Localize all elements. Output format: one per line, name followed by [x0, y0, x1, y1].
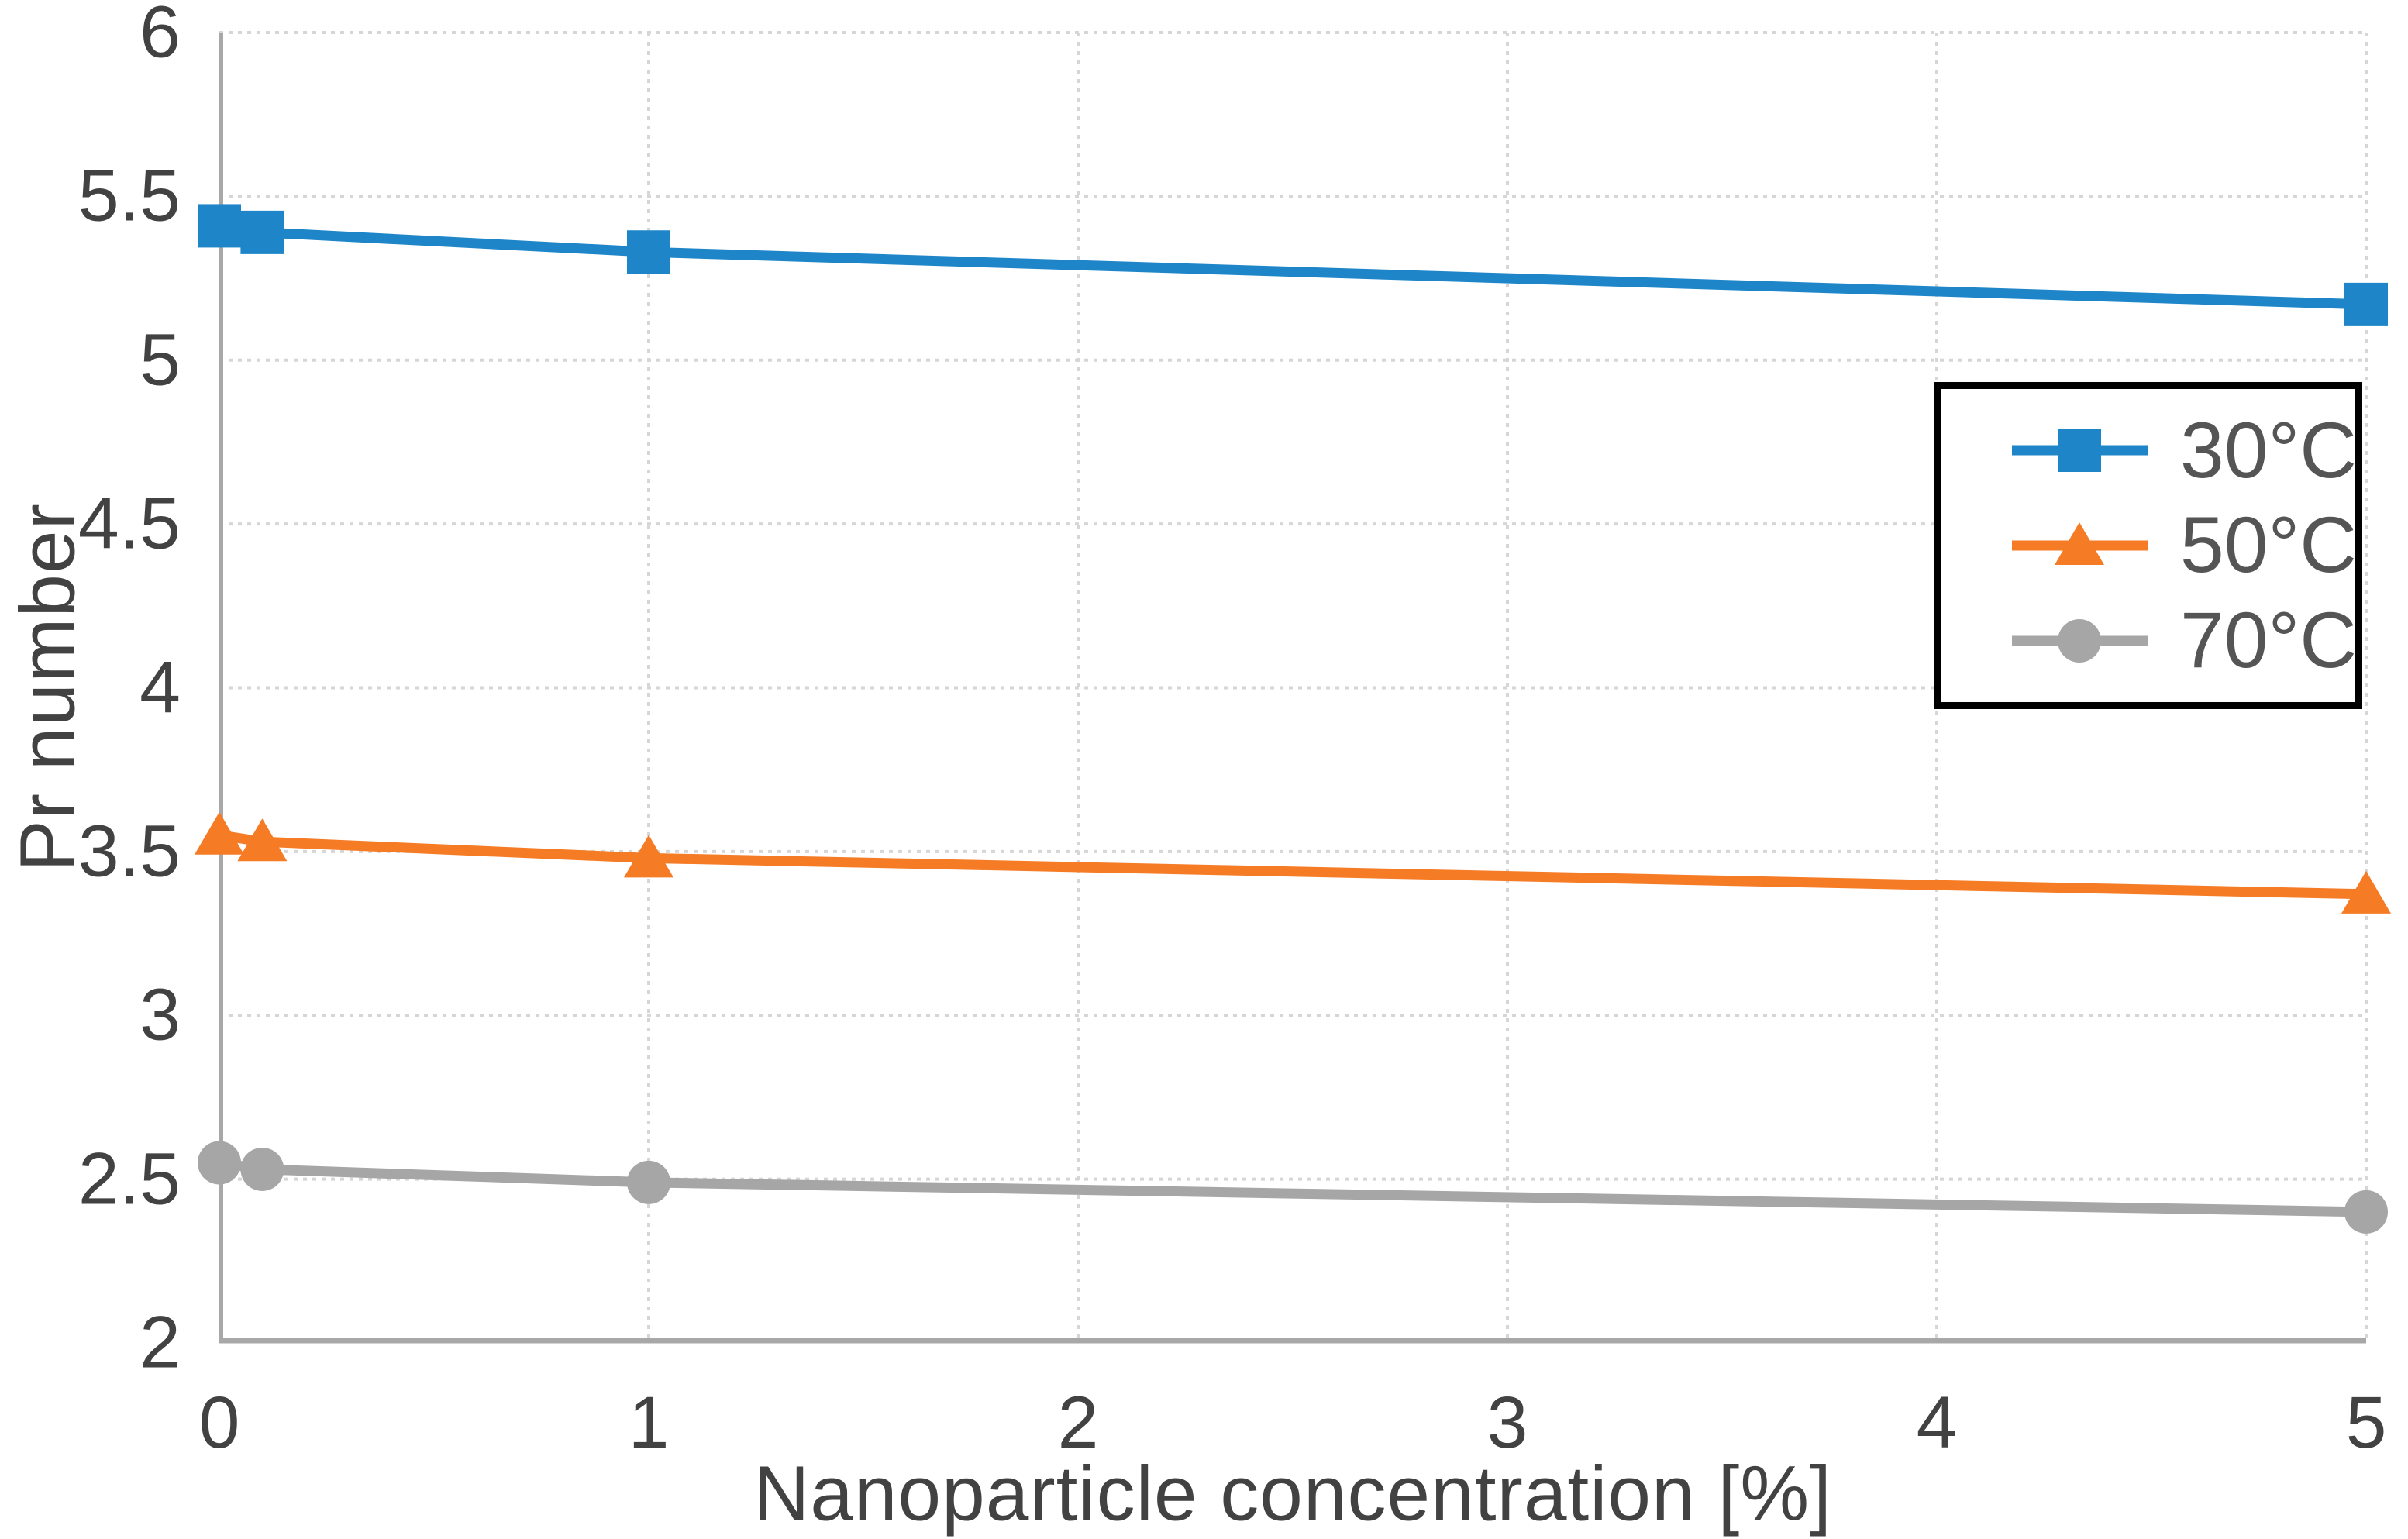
x-tick-label: 5	[2345, 1382, 2387, 1464]
legend-swatch-square	[2012, 429, 2148, 473]
legend: 30°C 50°C 70°C	[1934, 382, 2362, 709]
y-tick-label: 3.5	[78, 810, 181, 893]
triangle-marker	[237, 818, 288, 862]
y-tick-label: 5.5	[78, 154, 181, 237]
square-marker	[198, 204, 241, 248]
y-tick-label: 4	[140, 646, 181, 728]
x-tick-label: 0	[198, 1382, 240, 1464]
legend-item-70°C: 70°C	[2012, 595, 2357, 686]
legend-label: 70°C	[2180, 596, 2357, 685]
series-line-50°C	[214, 830, 2372, 900]
legend-swatch-triangle	[2012, 522, 2148, 565]
x-tick-label: 2	[1057, 1382, 1099, 1464]
series-line-70°C	[214, 1157, 2372, 1217]
y-tick-label: 2	[140, 1301, 181, 1384]
square-marker	[240, 210, 284, 254]
triangle-marker	[2055, 522, 2104, 565]
x-tick-label: 3	[1486, 1382, 1528, 1464]
circle-marker	[2058, 618, 2101, 663]
circle-marker	[198, 1141, 241, 1185]
plot-area	[195, 31, 2391, 1344]
plot-canvas	[195, 31, 2391, 1344]
square-marker	[2344, 282, 2388, 326]
x-tick-label: 1	[628, 1382, 670, 1464]
y-tick-label: 2.5	[78, 1138, 181, 1221]
triangle-marker	[195, 811, 244, 855]
y-tick-label: 4.5	[78, 482, 181, 565]
y-tick-label: 3	[140, 973, 181, 1056]
series-line-30°C	[214, 220, 2372, 310]
square-marker	[627, 230, 670, 274]
legend-item-30°C: 30°C	[2012, 405, 2357, 496]
legend-label: 50°C	[2180, 501, 2357, 590]
circle-marker	[240, 1147, 284, 1191]
circle-marker	[627, 1160, 670, 1204]
circle-marker	[2344, 1190, 2388, 1234]
x-tick-label: 4	[1916, 1382, 1958, 1464]
triangle-marker	[624, 835, 673, 878]
y-tick-label: 6	[140, 0, 181, 74]
legend-item-50°C: 50°C	[2012, 500, 2357, 590]
triangle-marker	[2341, 870, 2391, 914]
x-axis-title: Nanoparticle concentration [%]	[753, 1450, 1832, 1537]
y-tick-label: 5	[140, 318, 181, 401]
legend-label: 30°C	[2180, 405, 2357, 494]
square-marker	[2058, 429, 2101, 473]
legend-swatch-circle	[2012, 618, 2148, 663]
